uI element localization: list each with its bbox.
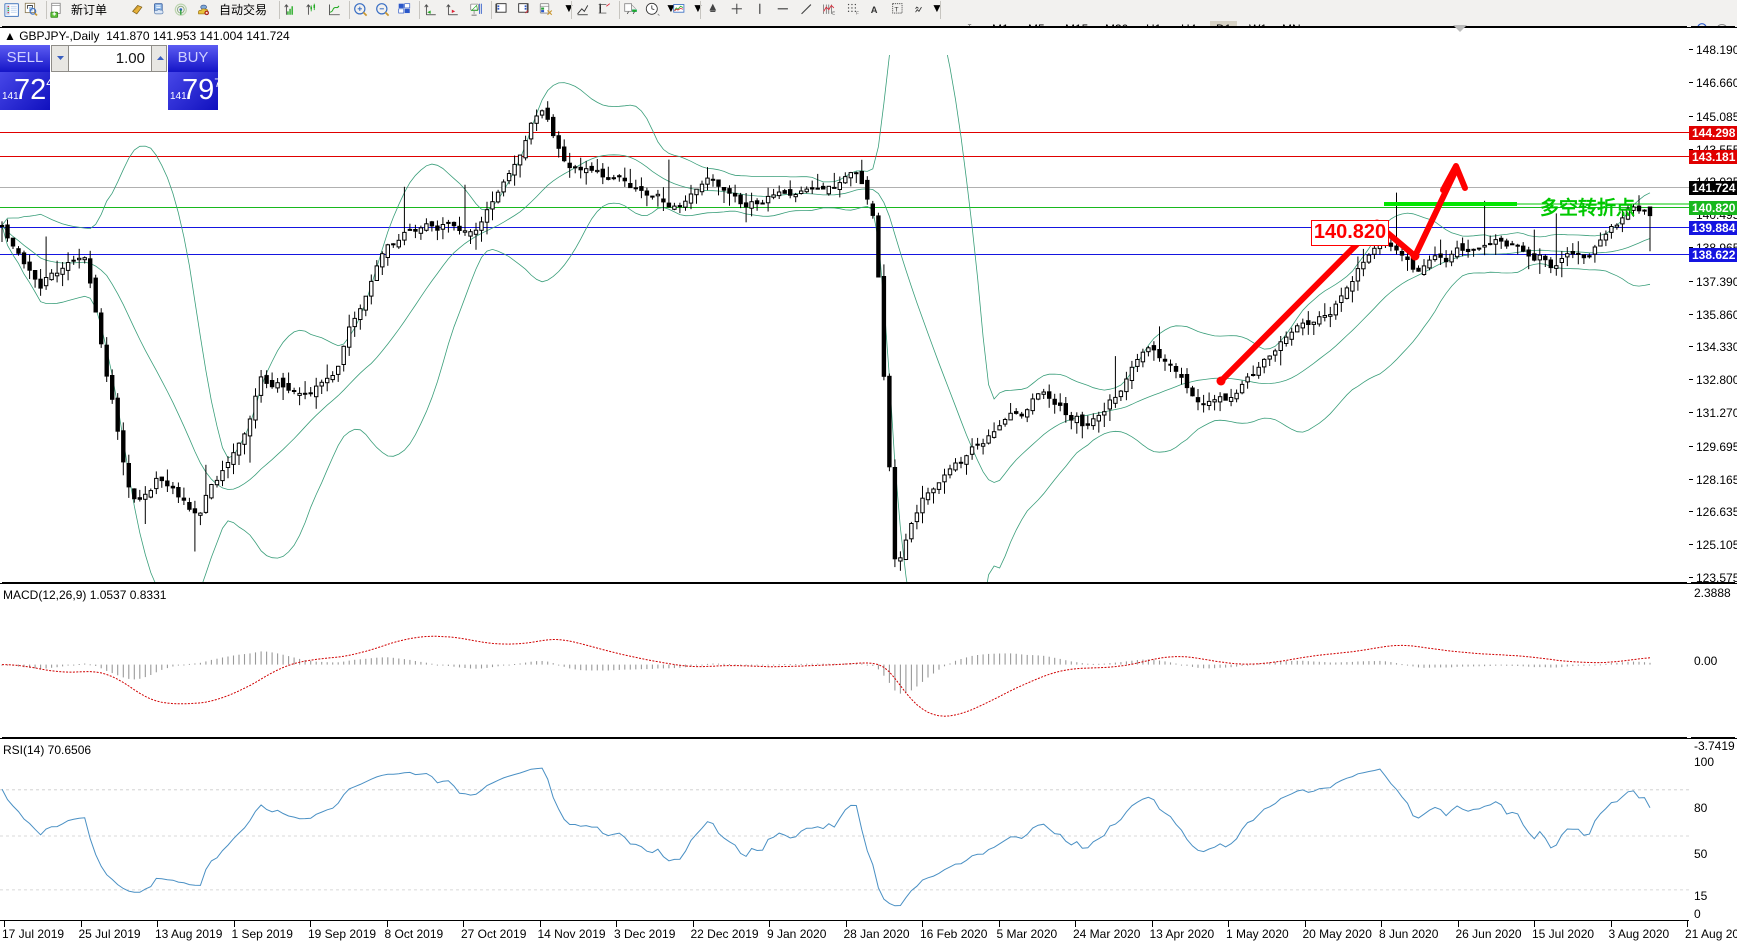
svg-text:F: F: [856, 11, 859, 16]
svg-text:T: T: [894, 6, 898, 13]
svg-text:E: E: [832, 11, 835, 16]
svg-text:A: A: [871, 5, 878, 15]
